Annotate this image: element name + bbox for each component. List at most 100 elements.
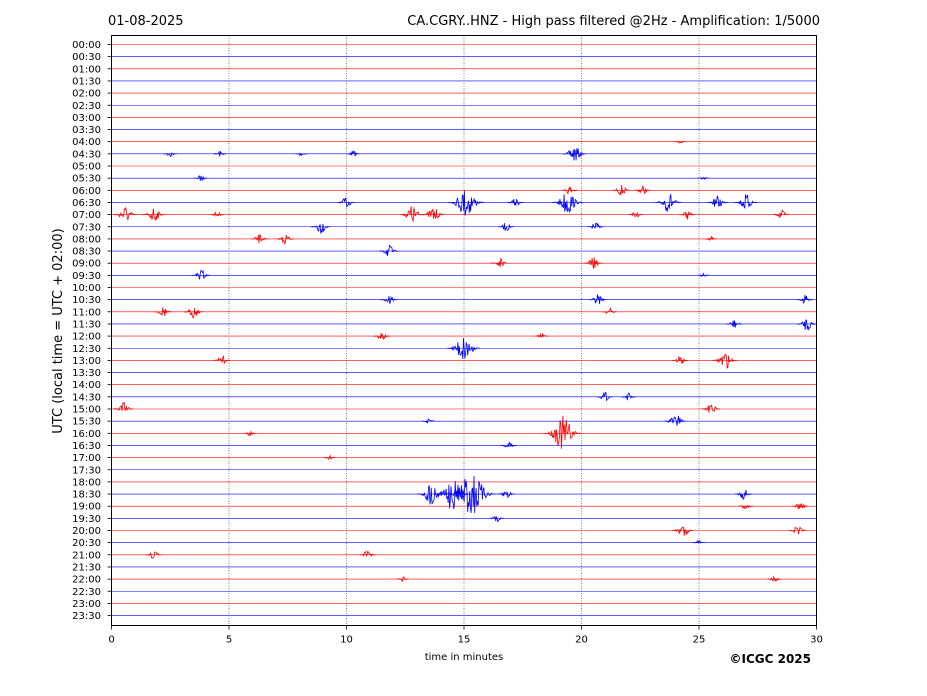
- seismic-event: [490, 257, 508, 268]
- seismic-event: [154, 307, 172, 317]
- seismic-event: [671, 356, 689, 364]
- seismic-event: [772, 208, 790, 219]
- seismic-event: [210, 211, 224, 218]
- row-time-label: 15:30: [72, 417, 101, 428]
- seismic-event: [734, 194, 758, 209]
- seismic-event: [692, 540, 705, 544]
- seismic-event: [113, 401, 134, 412]
- row-time-label: 09:30: [72, 271, 101, 282]
- row-time-label: 20:30: [72, 538, 101, 549]
- seismic-event: [712, 353, 738, 369]
- seismic-event: [725, 320, 743, 328]
- seismic-event: [113, 206, 137, 221]
- seismic-event: [701, 404, 721, 413]
- row-time-label: 21:00: [72, 550, 101, 561]
- seismic-event: [251, 234, 268, 244]
- row-time-label: 08:30: [72, 247, 101, 258]
- row-time-label: 04:30: [72, 149, 101, 160]
- row-time-label: 01:30: [72, 76, 101, 87]
- chart-title: CA.CGRY..HNZ - High pass filtered @2Hz -…: [407, 14, 820, 29]
- seismic-event: [500, 441, 517, 448]
- x-tick-label: 20: [575, 635, 588, 646]
- seismic-event: [796, 294, 813, 305]
- seismic-event: [276, 234, 295, 246]
- x-tick-label: 15: [458, 635, 471, 646]
- row-time-label: 07:30: [72, 222, 101, 233]
- plot-frame: [111, 35, 817, 626]
- seismic-event: [489, 515, 505, 523]
- seismic-event: [145, 551, 162, 559]
- seismic-event: [163, 152, 177, 158]
- seismic-event: [634, 184, 651, 195]
- row-time-label: 06:30: [72, 198, 101, 209]
- row-time-label: 00:30: [72, 52, 101, 63]
- x-tick-label: 5: [226, 635, 232, 646]
- x-axis-title: time in minutes: [425, 652, 504, 663]
- row-time-label: 17:00: [72, 453, 101, 464]
- row-time-label: 22:30: [72, 587, 101, 598]
- row-time-label: 02:30: [72, 101, 101, 112]
- x-tick-label: 10: [340, 635, 353, 646]
- row-time-label: 23:00: [72, 599, 101, 610]
- row-time-label: 05:30: [72, 174, 101, 185]
- minute-gridlines: [228, 35, 700, 626]
- chart-date: 01-08-2025: [108, 14, 184, 29]
- seismic-event: [497, 491, 515, 499]
- seismic-event: [734, 490, 753, 501]
- row-time-label: 10:00: [72, 283, 101, 294]
- seismic-event: [671, 526, 694, 536]
- row-time-label: 07:00: [72, 210, 101, 221]
- seismic-event: [534, 332, 549, 339]
- seismic-event: [243, 430, 257, 437]
- seismic-event: [697, 272, 710, 277]
- seismic-event: [621, 392, 636, 401]
- row-time-label: 20:00: [72, 526, 101, 537]
- seismic-event: [654, 193, 682, 212]
- seismic-event: [310, 223, 331, 234]
- seismic-event: [628, 212, 643, 218]
- seismic-event: [791, 503, 809, 510]
- seismic-event: [421, 418, 436, 424]
- row-time-label: 03:00: [72, 113, 101, 124]
- row-time-label: 01:00: [72, 64, 101, 75]
- row-time-label: 12:30: [72, 344, 101, 355]
- row-time-label: 04:00: [72, 137, 101, 148]
- seismic-event: [583, 257, 603, 269]
- seismic-event: [596, 391, 613, 401]
- seismic-event: [697, 176, 710, 181]
- seismic-event: [184, 307, 204, 319]
- y-axis-title: UTC (local time = UTC + 02:00): [51, 228, 66, 433]
- seismic-event: [213, 355, 230, 365]
- row-time-label: 09:00: [72, 259, 101, 270]
- seismic-event: [142, 208, 165, 221]
- seismic-event: [562, 148, 586, 161]
- seismic-event: [295, 152, 308, 157]
- row-time-label: 17:30: [72, 465, 101, 476]
- seismic-event: [507, 198, 524, 207]
- copyright-label: ©ICGC 2025: [729, 652, 811, 666]
- seismic-event: [422, 208, 445, 220]
- seismic-event: [664, 415, 687, 426]
- row-time-label: 15:00: [72, 405, 101, 416]
- seismic-event: [416, 485, 445, 505]
- row-time-label: 23:30: [72, 611, 101, 622]
- row-time-label: 02:00: [72, 89, 101, 100]
- row-time-label: 11:00: [72, 307, 101, 318]
- seismic-event: [679, 211, 696, 220]
- seismic-event: [588, 294, 607, 305]
- row-time-label: 14:00: [72, 380, 101, 391]
- row-time-label: 18:00: [72, 477, 101, 488]
- row-time-label: 13:30: [72, 368, 101, 379]
- seismic-event: [788, 526, 807, 535]
- seismic-event: [551, 194, 583, 214]
- row-time-label: 06:00: [72, 186, 101, 197]
- seismic-event: [445, 475, 496, 514]
- seismic-event: [346, 150, 361, 157]
- row-time-label: 16:30: [72, 441, 101, 452]
- seismic-event: [373, 333, 390, 340]
- trace-lines: [111, 44, 818, 616]
- row-time-label: 10:30: [72, 295, 101, 306]
- seismic-event: [193, 175, 208, 181]
- seismic-event: [212, 150, 227, 157]
